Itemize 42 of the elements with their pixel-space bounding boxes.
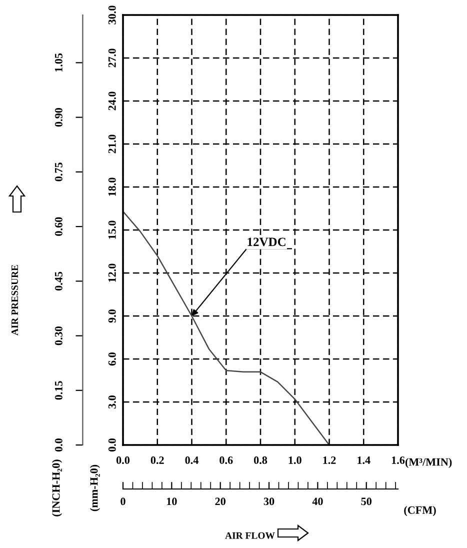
y2-tick-label: 6.0 [108, 352, 116, 366]
text: (M³/MIN) [405, 458, 452, 468]
x-tick-label: 0.8 [254, 456, 268, 464]
y-tick-label: 0.45 [54, 272, 62, 290]
x-tick-label: 1.0 [288, 456, 302, 464]
y-tick-label: 0.60 [54, 217, 62, 236]
y-tick-label: 1.05 [54, 53, 62, 72]
text: (INCH-H₂0) [52, 460, 62, 516]
y2-tick-label: 15.0 [108, 220, 116, 239]
x2-tick-label: 10 [167, 498, 177, 506]
line-series [123, 210, 330, 445]
x2-tick-label: 0 [120, 498, 126, 506]
y2-tick-label: 0.0 [108, 438, 116, 452]
y-tick-label: 0.30 [54, 326, 62, 346]
y2-tick-label: 18.0 [108, 178, 116, 196]
x-tick-label: 0.4 [185, 456, 198, 464]
y-tick-label: 0.75 [54, 162, 62, 182]
x-axis-title: AIR FLOW [225, 532, 275, 539]
x-tick-label: 1.6 [392, 456, 405, 464]
y-tick-label: 0.0 [54, 438, 62, 452]
y2-tick-label: 24.0 [108, 92, 116, 110]
x2-tick-label: 30 [264, 498, 274, 506]
x2-tick-label: 50 [361, 498, 372, 506]
y2-tick-label: 12.0 [108, 264, 116, 282]
y-tick-label: 0.90 [54, 108, 62, 127]
y2-tick-label: 27.0 [108, 48, 116, 68]
x-tick-label: 0.0 [116, 456, 130, 464]
x2-axis-title: (CFM) [404, 506, 436, 516]
x-tick-label: 1.2 [323, 456, 336, 464]
y2-tick-label: 30.0 [108, 6, 116, 24]
y2-tick-label: 21.0 [108, 134, 116, 154]
y-tick-label: 0.15 [54, 381, 62, 400]
annotation: 12VDC [248, 238, 286, 246]
y2-tick-label: 3.0 [108, 395, 116, 409]
y2-tick-label: 9.0 [108, 309, 116, 323]
x-tick-label: 0.2 [150, 456, 164, 464]
y2-axis-title: (mm-H₂0) [90, 464, 100, 512]
x2-tick-label: 20 [215, 498, 226, 506]
y-axis-title: AIR PRESSURE [11, 264, 18, 336]
x-tick-label: 0.6 [220, 456, 233, 464]
x2-tick-label: 40 [312, 498, 323, 506]
x-tick-label: 1.4 [358, 456, 370, 464]
